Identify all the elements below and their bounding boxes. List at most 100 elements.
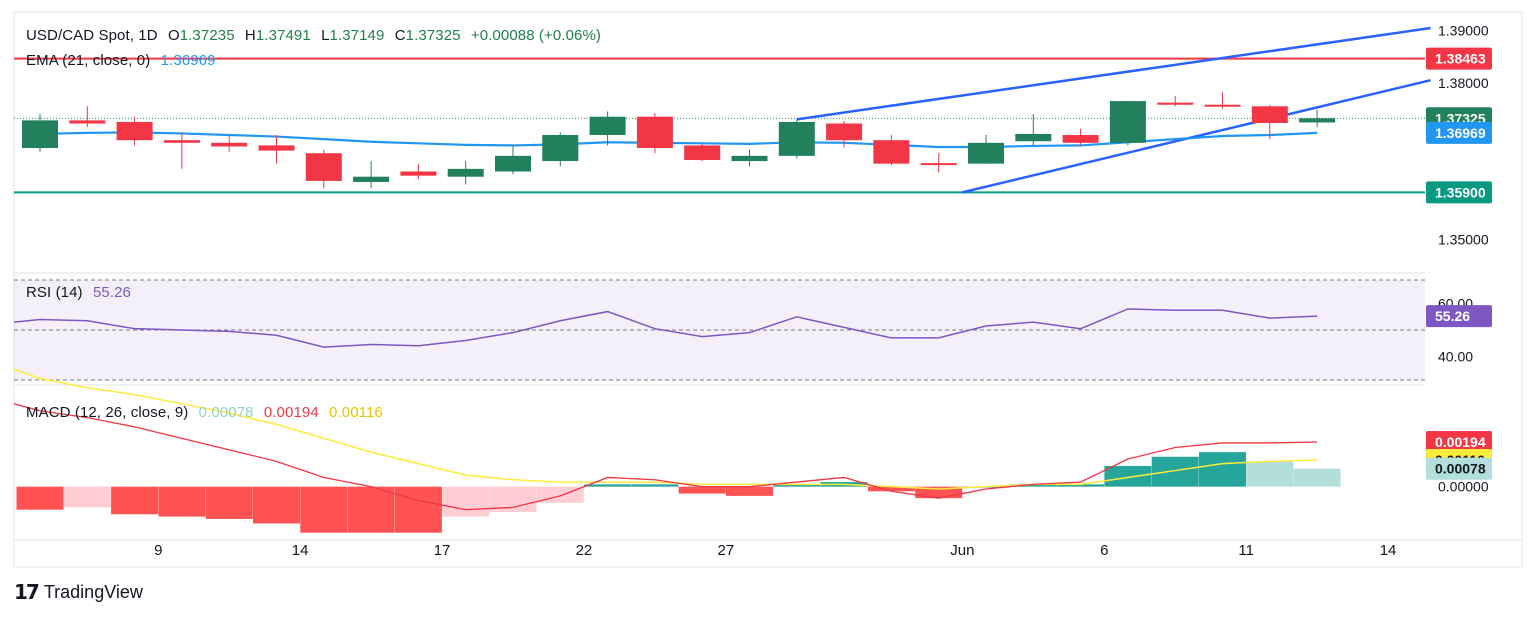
macd-histogram-bar [1199, 452, 1246, 487]
ohlc-close: C1.37325 [394, 27, 461, 44]
ema-line-group [39, 131, 1318, 149]
rsi-pane [13, 279, 1425, 381]
macd-value-label-bg [1426, 431, 1492, 454]
trendline-upper [796, 26, 1431, 121]
macd-histogram-bar [867, 486, 915, 492]
rsi-legend-label: RSI (14) [26, 284, 83, 301]
candle-body [22, 120, 58, 149]
time-tick-label: 22 [576, 542, 593, 559]
time-tick-label: 11 [1238, 542, 1254, 559]
ohlc-low: L1.37149 [321, 27, 385, 44]
macd-legend-signal: 0.00116 [329, 404, 383, 421]
candle-body [1204, 104, 1241, 107]
candle-body [778, 121, 815, 156]
candle-body [731, 155, 768, 162]
time-tick-label: Jun [950, 542, 974, 559]
macd-histogram-bar [347, 486, 395, 533]
candle-body [968, 142, 1004, 164]
rsi-tick-label: 40.00 [1438, 348, 1473, 364]
resistance-price-label-bg [1426, 47, 1492, 70]
macd-legend-label: MACD (12, 26, close, 9) [26, 404, 189, 421]
price-tick-label: 1.38000 [1438, 75, 1489, 91]
rsi-legend-value: 55.26 [92, 284, 131, 301]
trendlines [796, 26, 1431, 194]
time-axis: 9 14 17 22 27 Jun 6 11 14 [154, 542, 1396, 559]
resistance-price-label: 1.38463 [1435, 51, 1486, 67]
macd-tick-label: 0.00000 [1438, 479, 1489, 495]
candle-body [163, 140, 200, 143]
macd-histogram-bar [1293, 468, 1341, 487]
rsi-band [14, 280, 1425, 380]
macd-histogram-bar [205, 486, 253, 519]
rsi-value-label-bg [1426, 305, 1492, 328]
macd-histogram-bar [111, 486, 159, 515]
candle-body [400, 171, 437, 176]
tradingview-logo-icon: 𝟭𝟳 [14, 582, 40, 604]
candle-body [1299, 118, 1336, 123]
macd-histogram-bar [773, 484, 821, 487]
candle-body [1015, 133, 1052, 142]
macd-line [13, 403, 1318, 511]
ema-legend[interactable]: EMA (21, close, 0) 1.36969 [26, 52, 222, 69]
time-tick-label: 14 [1380, 542, 1397, 559]
macd-histogram-bar [1104, 465, 1152, 487]
candle-body [495, 155, 531, 172]
candle-body [1109, 101, 1146, 143]
macd-signal-line [13, 368, 1318, 490]
macd-histogram-bar [726, 486, 773, 496]
candle-body [826, 123, 863, 141]
candle-body [1251, 106, 1288, 123]
level-lines [14, 57, 1425, 194]
macd-histogram-bar [678, 486, 726, 494]
macd-histogram-bar [16, 486, 64, 510]
macd-legend-hist: 0.00078 [198, 404, 254, 421]
ema-legend-label: EMA (21, close, 0) [26, 52, 151, 69]
hist-value-label-bg [1426, 457, 1492, 480]
macd-histogram-bar [1009, 484, 1057, 487]
ohlc-open: O1.37235 [167, 27, 235, 44]
price-tick-label: 1.35000 [1438, 231, 1489, 247]
macd-histogram-bar [1151, 456, 1199, 487]
ohlc-high: H1.37491 [244, 27, 311, 44]
macd-histogram-bar [63, 486, 111, 508]
price-legend: USD/CAD Spot, 1D O1.37235 H1.37491 L1.37… [26, 27, 607, 44]
macd-legend[interactable]: MACD (12, 26, close, 9) 0.00078 0.00194 … [26, 404, 389, 421]
ema-line [39, 131, 1318, 149]
candle-body [353, 176, 390, 182]
candle-body [1157, 102, 1194, 105]
candle-body [69, 120, 106, 124]
macd-pane [13, 368, 1341, 533]
ohlc-change: +0.00088 (+0.06%) [470, 27, 601, 44]
macd-histogram-bar [442, 486, 490, 517]
brand-name: TradingView [43, 582, 143, 602]
macd-histogram-bar [584, 484, 632, 487]
price-axis: 1.390001.380001.3500060.0040.000.000001.… [1426, 23, 1492, 495]
candle-body [873, 140, 910, 164]
candle-body [447, 168, 484, 177]
tradingview-brand[interactable]: 𝟭𝟳 TradingView [14, 580, 143, 605]
macd-legend-macd: 0.00194 [263, 404, 319, 421]
macd-histogram-bar [394, 486, 442, 533]
macd-histogram-bar [300, 486, 348, 533]
macd-histogram-bar [915, 486, 963, 499]
price-tick-label: 1.39000 [1438, 23, 1489, 39]
candle-body [1062, 134, 1099, 143]
time-tick-label: 9 [154, 542, 162, 559]
time-tick-label: 17 [434, 542, 451, 559]
candle-body [684, 145, 721, 161]
macd-value-label: 0.00194 [1435, 434, 1486, 450]
macd-histogram-bar [253, 486, 300, 524]
rsi-legend[interactable]: RSI (14) 55.26 [26, 284, 137, 301]
time-tick-label: 14 [292, 542, 309, 559]
symbol-title[interactable]: USD/CAD Spot, 1D [26, 27, 158, 44]
time-tick-label: 6 [1100, 542, 1108, 559]
macd-histogram-bar [1246, 461, 1294, 487]
candles[interactable] [22, 92, 1336, 189]
candle-body [542, 134, 579, 162]
macd-histogram-bar [631, 484, 679, 487]
ema-legend-value: 1.36969 [160, 52, 216, 69]
grid [13, 11, 1523, 568]
support-price-label: 1.35900 [1435, 184, 1486, 200]
candle-body [305, 153, 342, 181]
